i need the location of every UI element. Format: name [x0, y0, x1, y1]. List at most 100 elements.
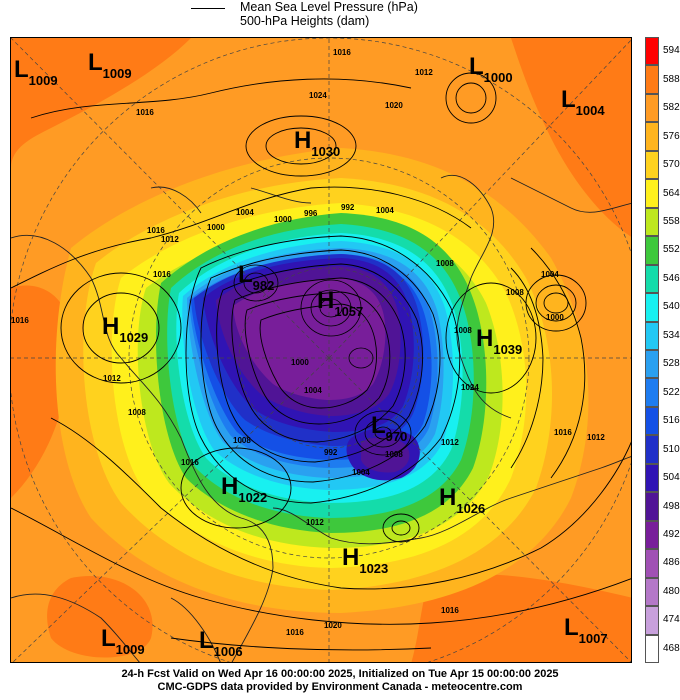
isobar-label: 1024: [309, 91, 327, 100]
colorbar-level-label: 486: [663, 557, 680, 569]
high-pressure-marker: H1039: [476, 325, 523, 358]
colorbar-level-label: 492: [663, 528, 680, 540]
colorbar-swatch: [645, 463, 659, 493]
high-pressure-marker: H1026: [439, 484, 486, 517]
low-pressure-marker: L1009: [88, 49, 132, 82]
map-canvas: [11, 38, 631, 662]
coastlines: [11, 174, 631, 662]
colorbar-level-label: 528: [663, 358, 680, 370]
colorbar-level-label: 546: [663, 272, 680, 284]
colorbar-swatch: [645, 378, 659, 407]
isobar-label: 1016: [441, 606, 459, 615]
mslp-legend-line: [191, 8, 225, 9]
colorbar-swatch: [645, 179, 659, 208]
low-pressure-marker: L982: [238, 261, 275, 294]
colorbar-level-label: 552: [663, 244, 680, 256]
isobar-label: 1004: [376, 206, 394, 215]
colorbar-level-label: 564: [663, 187, 680, 199]
colorbar-level-label: 576: [663, 130, 680, 142]
isobar-label: 1020: [324, 621, 342, 630]
forecast-map: 1016 1012 1016 1024 1004 1016 1000 1012 …: [10, 37, 632, 663]
isobar-label: 1008: [436, 259, 454, 268]
colorbar-swatch: [645, 520, 659, 550]
colorbar-swatch: [645, 150, 659, 180]
colorbar-swatch: [645, 492, 659, 521]
colorbar-level-label: 516: [663, 415, 680, 427]
isobar-label: 1008: [385, 450, 403, 459]
low-pressure-marker: L1004: [561, 86, 605, 119]
isobar-label: 1024: [461, 383, 479, 392]
height-band-588: [411, 574, 631, 662]
isobar-label: 996: [304, 209, 318, 218]
isobar-label: 1016: [286, 628, 304, 637]
isobar-label: 1004: [541, 270, 559, 279]
isobar-label: 1008: [506, 288, 524, 297]
isobar-label: 1012: [161, 235, 179, 244]
colorbar-level-label: 558: [663, 215, 680, 227]
high-pressure-marker: H1057: [317, 287, 364, 320]
isobar-label: 992: [324, 448, 338, 457]
colorbar-level-label: 534: [663, 329, 680, 341]
high-pressure-marker: H1023: [342, 544, 389, 577]
isobar-label: 992: [341, 203, 355, 212]
isobar-label: 1008: [454, 326, 472, 335]
isobar-label: 1012: [587, 433, 605, 442]
colorbar-level-label: 582: [663, 102, 680, 114]
isobar-label: 1012: [415, 68, 433, 77]
colorbar-level-label: 468: [663, 642, 680, 654]
colorbar-level-label: 510: [663, 443, 680, 455]
colorbar-level-label: 480: [663, 585, 680, 597]
isobar-label: 1004: [304, 386, 322, 395]
low-pressure-marker: L1009: [14, 56, 58, 89]
height-colorbar: [645, 37, 659, 663]
isobar-label: 1000: [207, 223, 225, 232]
low-pressure-marker: L970: [371, 412, 408, 445]
colorbar-level-label: 588: [663, 73, 680, 85]
colorbar-level-label: 498: [663, 500, 680, 512]
colorbar-level-label: 570: [663, 159, 680, 171]
isobars: [11, 72, 631, 651]
isobar-label: 1004: [236, 208, 254, 217]
colorbar-swatch: [645, 577, 659, 607]
map-footer: 24-h Fcst Valid on Wed Apr 16 00:00:00 2…: [0, 668, 680, 694]
mslp-legend-label: Mean Sea Level Pressure (hPa): [240, 0, 418, 14]
low-pressure-marker: L1009: [101, 625, 145, 658]
data-credit-label: CMC-GDPS data provided by Environment Ca…: [157, 681, 523, 693]
isobar-label: 1016: [147, 226, 165, 235]
low-pressure-marker: L1007: [564, 614, 608, 647]
isobar-label: 1000: [546, 313, 564, 322]
isobar-label: 1016: [11, 316, 29, 325]
colorbar-swatch: [645, 122, 659, 151]
high-pressure-marker: H1029: [102, 313, 149, 346]
colorbar-swatch: [645, 207, 659, 237]
colorbar-level-label: 594: [663, 45, 680, 57]
isobar-label: 1020: [385, 101, 403, 110]
colorbar-level-label: 540: [663, 301, 680, 313]
isobar-label: 1008: [233, 436, 251, 445]
isobar-label: 1008: [128, 408, 146, 417]
colorbar-swatch: [645, 37, 659, 66]
cap-isobars: [233, 264, 412, 456]
isobar-label: 1004: [352, 468, 370, 477]
isobar-label: 1016: [333, 48, 351, 57]
isobar-label: 1016: [181, 458, 199, 467]
colorbar-swatch: [645, 406, 659, 436]
height-band-588: [511, 38, 631, 237]
colorbar-swatch: [645, 606, 659, 635]
isobar-label: 1012: [306, 518, 324, 527]
colorbar-swatch: [645, 549, 659, 578]
heights-legend-label: 500-hPa Heights (dam): [240, 14, 370, 28]
isobar-label: 1016: [153, 270, 171, 279]
colorbar-level-label: 504: [663, 472, 680, 484]
low-pressure-marker: L1006: [199, 627, 243, 660]
colorbar-swatch: [645, 634, 659, 663]
isobar-label: 1016: [554, 428, 572, 437]
isobar-label: 1000: [291, 358, 309, 367]
colorbar-swatch: [645, 321, 659, 350]
colorbar-swatch: [645, 293, 659, 322]
height-band-588: [11, 285, 71, 498]
colorbar-swatch: [645, 435, 659, 464]
colorbar-level-label: 522: [663, 386, 680, 398]
high-pressure-marker: H1030: [294, 127, 341, 160]
colorbar-swatch: [645, 65, 659, 94]
